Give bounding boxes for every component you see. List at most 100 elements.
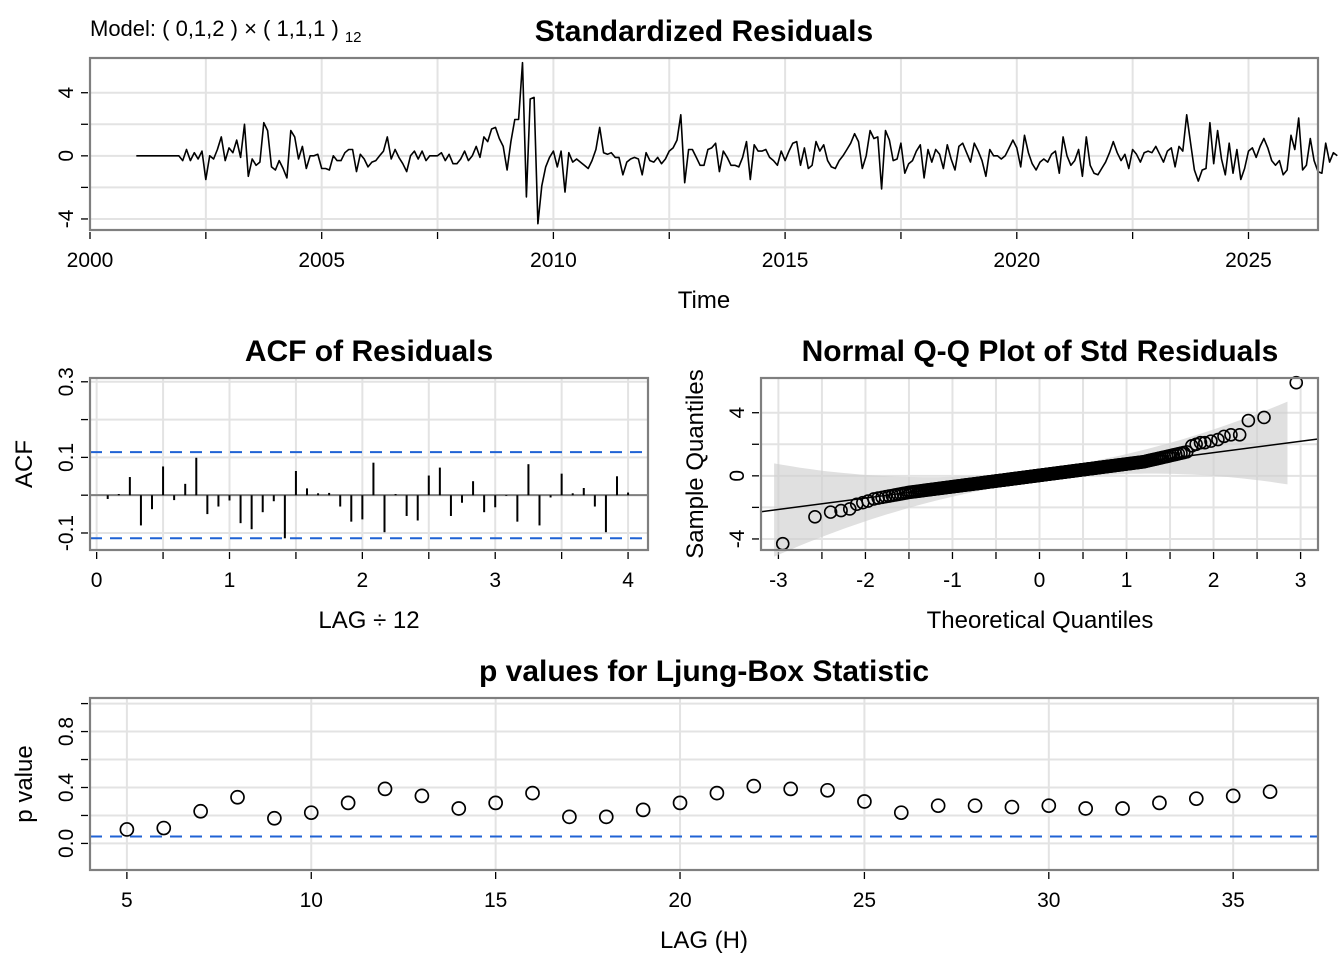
residuals-x-tick-label: 2010 xyxy=(530,249,577,272)
acf-x-tick-label: 1 xyxy=(224,569,236,592)
qq-plot-frame xyxy=(759,376,1320,552)
qq-point xyxy=(1289,375,1304,390)
acf-xlabel: LAG ÷ 12 xyxy=(318,607,419,634)
qq-x-tick-label: -1 xyxy=(943,569,962,592)
ljung-box-point xyxy=(1041,798,1057,814)
ljung-box-point xyxy=(525,785,540,801)
ljung-box-point xyxy=(488,795,503,811)
ljung-box-point xyxy=(783,781,799,797)
qq-xlabel: Theoretical Quantiles xyxy=(927,607,1154,634)
ljung-box-point xyxy=(1078,801,1094,816)
acf-y-tick-label: 0.1 xyxy=(55,443,78,472)
std-residuals-title: Standardized Residuals xyxy=(535,15,873,48)
acf-ylabel: ACF xyxy=(11,440,38,488)
qq-point xyxy=(1198,435,1212,450)
ljung-box-point xyxy=(1262,784,1278,800)
acf-panel: ACF of Residuals LAG ÷ 12 ACF 0 1 2 3 4 -0.1 0… xyxy=(11,335,650,634)
qq-reference-line xyxy=(760,438,1319,513)
ljung-box-x-tick-label: 30 xyxy=(1037,889,1060,912)
residuals-x-tick-label: 2000 xyxy=(67,249,114,272)
qq-point xyxy=(834,503,848,518)
ljung-box-point xyxy=(1225,788,1241,804)
qq-x-tick-label: -3 xyxy=(769,569,788,592)
ljung-box-point xyxy=(930,798,946,814)
qq-x-tick-label: -2 xyxy=(856,569,875,592)
ljung-box-y-tick-label: 0.4 xyxy=(55,773,78,803)
qq-point xyxy=(1257,410,1271,425)
qq-point xyxy=(1241,413,1256,428)
ljung-box-point xyxy=(230,789,245,805)
qq-panel: Normal Q-Q Plot of Std Residuals Theoret… xyxy=(682,335,1320,634)
qq-x-tick-label: 0 xyxy=(1034,569,1046,592)
std-residuals-panel: Standardized Residuals Time 2000 2005 2010… xyxy=(55,15,1338,314)
ljung-box-point xyxy=(820,782,835,798)
ljung-box-point xyxy=(746,778,762,794)
residuals-x-tick-label: 2020 xyxy=(993,249,1040,272)
qq-point xyxy=(1232,428,1247,442)
ljung-box-ylabel: p value xyxy=(11,745,38,822)
qq-y-tick-label: -4 xyxy=(726,529,749,548)
qq-title: Normal Q-Q Plot of Std Residuals xyxy=(802,335,1279,368)
qq-point xyxy=(1193,435,1208,450)
acf-plot-frame xyxy=(88,376,650,552)
ljung-box-x-tick-label: 10 xyxy=(300,889,323,912)
ljung-box-point xyxy=(967,798,983,814)
residuals-y-tick-label: 4 xyxy=(55,87,78,99)
ljung-box-point xyxy=(709,785,725,801)
acf-x-tick-label: 0 xyxy=(91,569,103,592)
qq-x-tick-label: 2 xyxy=(1208,569,1220,592)
acf-y-tick-label: -0.1 xyxy=(55,515,78,551)
ljung-box-title: p values for Ljung-Box Statistic xyxy=(479,655,929,688)
acf-title: ACF of Residuals xyxy=(245,335,493,368)
ljung-box-point xyxy=(635,802,651,818)
ljung-box-point xyxy=(414,788,430,804)
ljung-box-y-tick-label: 0.8 xyxy=(55,717,78,746)
ljung-box-point xyxy=(156,820,172,836)
qq-point xyxy=(856,495,870,510)
ljung-box-x-tick-label: 35 xyxy=(1222,889,1245,912)
ljung-box-point xyxy=(893,805,909,821)
qq-ylabel: Sample Quantiles xyxy=(682,369,709,558)
residuals-x-tick-label: 2025 xyxy=(1225,249,1272,272)
ljung-box-x-tick-label: 20 xyxy=(668,889,691,912)
ljung-box-point xyxy=(340,795,356,811)
ljung-box-x-tick-label: 25 xyxy=(853,889,876,912)
residuals-series-line xyxy=(136,61,1338,225)
qq-x-tick-label: 1 xyxy=(1121,569,1133,592)
ljung-box-x-tick-label: 5 xyxy=(121,889,133,912)
ljung-box-xlabel: LAG (H) xyxy=(660,927,748,954)
qq-y-tick-label: 4 xyxy=(726,407,749,419)
qq-point xyxy=(1217,429,1231,444)
residuals-x-tick-label: 2015 xyxy=(762,249,809,272)
ljung-box-panel: p values for Ljung-Box Statistic LAG (H)… xyxy=(11,655,1320,954)
residuals-plot-frame xyxy=(88,56,1320,232)
qq-point xyxy=(808,510,822,524)
ljung-box-point xyxy=(857,794,872,809)
ljung-box-point xyxy=(193,803,208,819)
ljung-box-point xyxy=(119,822,135,837)
ljung-box-plot-frame xyxy=(88,696,1320,872)
qq-x-tick-label: 3 xyxy=(1295,569,1307,592)
ljung-box-y-tick-label: 0.0 xyxy=(55,829,78,858)
ljung-box-point xyxy=(267,810,282,826)
residuals-y-tick-label: 0 xyxy=(55,150,78,162)
qq-point xyxy=(842,502,857,516)
residuals-x-tick-label: 2005 xyxy=(298,249,345,272)
acf-x-tick-label: 2 xyxy=(357,569,369,592)
ljung-box-point xyxy=(303,805,319,821)
ljung-box-point xyxy=(1115,801,1130,816)
qq-point xyxy=(1224,428,1238,442)
acf-x-tick-label: 4 xyxy=(622,569,634,592)
qq-y-tick-label: 0 xyxy=(726,470,749,482)
qq-point xyxy=(823,505,838,519)
model-label: Model: ( 0,1,2 ) × ( 1,1,1 ) 12 xyxy=(90,16,362,46)
ljung-box-point xyxy=(598,809,614,825)
residuals-y-tick-label: -4 xyxy=(55,209,78,228)
qq-point xyxy=(1204,434,1218,448)
acf-y-tick-label: 0.3 xyxy=(55,367,78,396)
qq-point xyxy=(861,494,875,508)
std-residuals-xlabel: Time xyxy=(678,287,730,314)
ljung-box-point xyxy=(1188,791,1204,807)
ljung-box-point xyxy=(377,781,393,797)
